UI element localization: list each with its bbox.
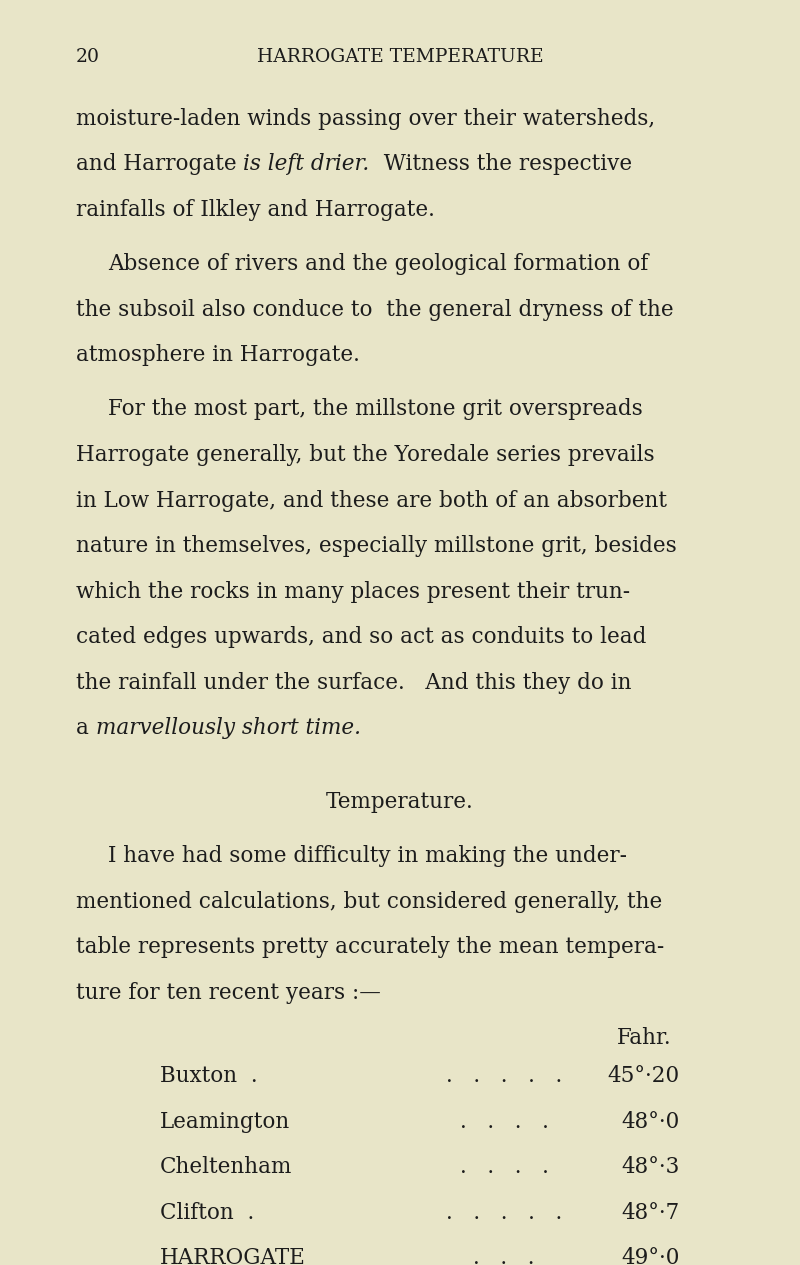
Text: in Low Harrogate, and these are both of an absorbent: in Low Harrogate, and these are both of … [76,490,667,511]
Text: nature in themselves, especially millstone grit, besides: nature in themselves, especially millsto… [76,535,677,557]
Text: 49°·0: 49°·0 [622,1247,680,1265]
Text: the subsoil also conduce to  the general dryness of the: the subsoil also conduce to the general … [76,299,674,320]
Text: 20: 20 [76,48,100,66]
Text: 48°·0: 48°·0 [622,1111,680,1132]
Text: the rainfall under the surface.   And this they do in: the rainfall under the surface. And this… [76,672,631,693]
Text: atmosphere in Harrogate.: atmosphere in Harrogate. [76,344,360,366]
Text: rainfalls of Ilkley and Harrogate.: rainfalls of Ilkley and Harrogate. [76,199,435,220]
Text: Absence of rivers and the geological formation of: Absence of rivers and the geological for… [108,253,648,275]
Text: moisture-laden winds passing over their watersheds,: moisture-laden winds passing over their … [76,108,655,129]
Text: 45°·20: 45°·20 [608,1065,680,1087]
Text: HARROGATE TEMPERATURE: HARROGATE TEMPERATURE [257,48,543,66]
Text: .   .   .   .: . . . . [459,1156,549,1178]
Text: a: a [76,717,96,739]
Text: .   .   .: . . . [474,1247,534,1265]
Text: I have had some difficulty in making the under-: I have had some difficulty in making the… [108,845,627,867]
Text: Clifton  .: Clifton . [160,1202,254,1223]
Text: cated edges upwards, and so act as conduits to lead: cated edges upwards, and so act as condu… [76,626,646,648]
Text: .   .   .   .: . . . . [459,1111,549,1132]
Text: and Harrogate: and Harrogate [76,153,243,175]
Text: Cheltenham: Cheltenham [160,1156,292,1178]
Text: Harrogate generally, but the Yoredale series prevails: Harrogate generally, but the Yoredale se… [76,444,654,466]
Text: Buxton  .: Buxton . [160,1065,258,1087]
Text: HARROGATE: HARROGATE [160,1247,306,1265]
Text: Fahr.: Fahr. [618,1027,672,1049]
Text: mentioned calculations, but considered generally, the: mentioned calculations, but considered g… [76,891,662,912]
Text: 48°·3: 48°·3 [622,1156,680,1178]
Text: .   .   .   .   .: . . . . . [446,1065,562,1087]
Text: .   .   .   .   .: . . . . . [446,1202,562,1223]
Text: Temperature.: Temperature. [326,791,474,812]
Text: 48°·7: 48°·7 [622,1202,680,1223]
Text: Witness the respective: Witness the respective [370,153,632,175]
Text: marvellously short time.: marvellously short time. [96,717,361,739]
Text: ture for ten recent years :—: ture for ten recent years :— [76,982,381,1003]
Text: which the rocks in many places present their trun-: which the rocks in many places present t… [76,581,630,602]
Text: For the most part, the millstone grit overspreads: For the most part, the millstone grit ov… [108,398,642,420]
Text: Leamington: Leamington [160,1111,290,1132]
Text: table represents pretty accurately the mean tempera-: table represents pretty accurately the m… [76,936,664,958]
Text: is left drier.: is left drier. [243,153,370,175]
